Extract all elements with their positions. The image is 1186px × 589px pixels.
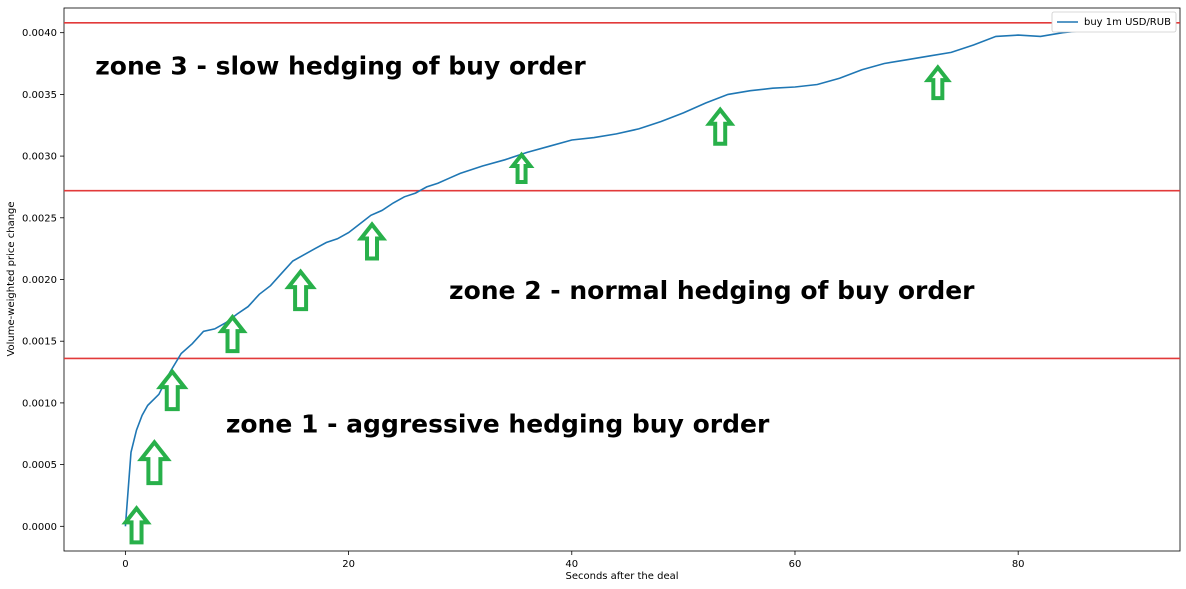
zone-2-label: zone 2 - normal hedging of buy order	[449, 276, 975, 305]
y-tick-label: 0.0040	[22, 28, 57, 39]
zone-boundaries	[64, 22, 1180, 360]
x-axis-title: Seconds after the deal	[565, 571, 678, 582]
x-axis: 0 20 40 60 80	[122, 551, 1025, 570]
legend: buy 1m USD/RUB	[1051, 11, 1177, 33]
x-tick-label: 80	[1012, 559, 1025, 570]
up-arrow-icon	[356, 221, 388, 261]
y-tick-label: 0.0010	[22, 398, 57, 409]
x-tick-label: 60	[789, 559, 802, 570]
y-axis-title: Volume-weighted price change	[6, 201, 17, 356]
up-arrow-icon	[137, 439, 172, 486]
up-arrow-icon	[284, 268, 317, 312]
y-tick-label: 0.0005	[22, 460, 57, 471]
y-tick-label: 0.0025	[22, 213, 57, 224]
up-arrow-icon	[705, 106, 736, 146]
x-tick-label: 20	[342, 559, 355, 570]
legend-box	[1051, 11, 1177, 33]
zone-1-label: zone 1 - aggressive hedging buy order	[226, 410, 770, 439]
y-tick-label: 0.0035	[22, 90, 57, 101]
y-tick-label: 0.0020	[22, 275, 57, 286]
series-line-0	[124, 21, 1130, 527]
zone-annotations: zone 1 - aggressive hedging buy order zon…	[95, 52, 975, 439]
series-layer	[124, 21, 1130, 527]
plot-area	[63, 7, 1181, 552]
up-arrow-icon	[156, 368, 189, 412]
zone-3-label: zone 3 - slow hedging of buy order	[95, 52, 586, 81]
x-tick-label: 40	[565, 559, 578, 570]
y-tick-label: 0.0030	[22, 152, 57, 163]
y-tick-label: 0.0000	[22, 522, 57, 533]
arrow-markers	[121, 64, 952, 545]
y-axis: 0.0000 0.0005 0.0010 0.0015 0.0020 0.0025 0.00…	[22, 28, 64, 533]
up-arrow-icon	[923, 64, 952, 101]
y-tick-label: 0.0015	[22, 337, 57, 348]
x-tick-label: 0	[122, 559, 128, 570]
up-arrow-icon	[508, 151, 535, 185]
legend-label: buy 1m USD/RUB	[1084, 17, 1171, 28]
up-arrow-icon	[217, 313, 248, 354]
up-arrow-icon	[121, 505, 152, 545]
